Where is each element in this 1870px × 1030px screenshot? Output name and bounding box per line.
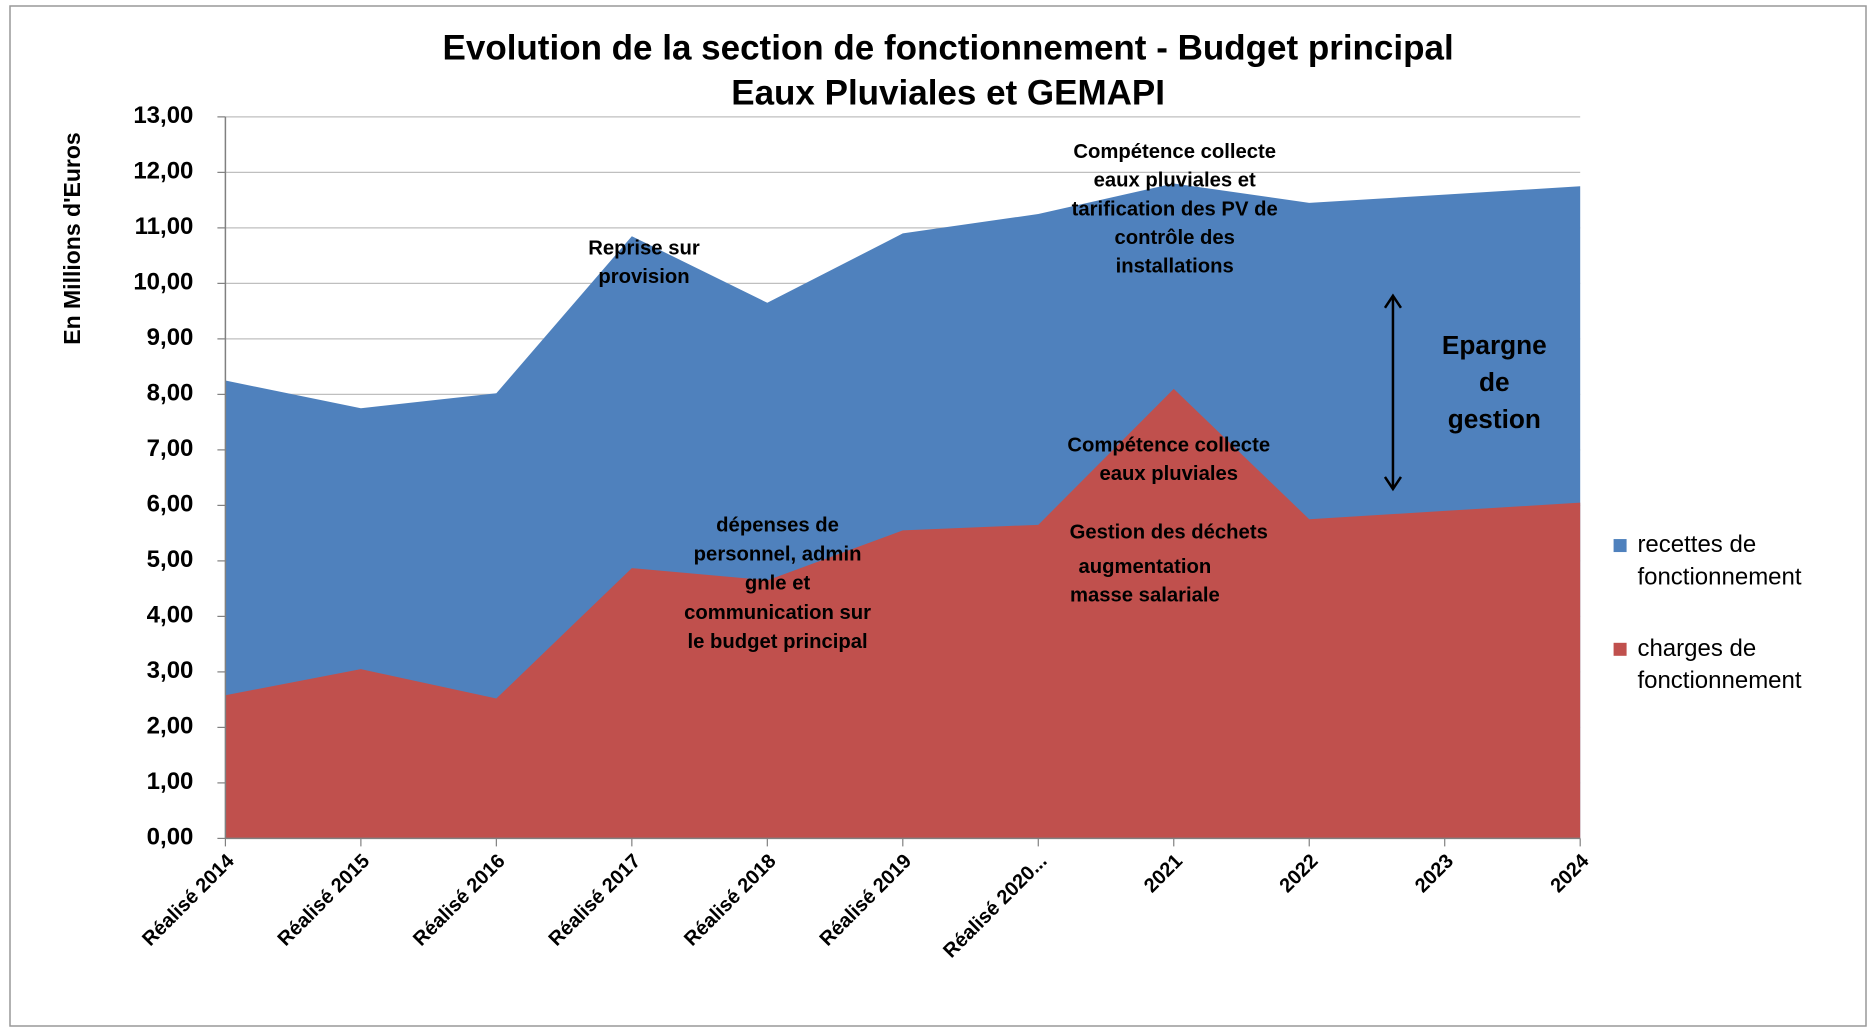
annotation: Epargne (1442, 330, 1547, 360)
y-tick-label: 5,00 (147, 546, 194, 573)
annotation: communication sur (684, 602, 871, 624)
y-tick-label: 10,00 (133, 269, 193, 296)
chart-title: Evolution de la section de fonctionnemen… (443, 28, 1454, 67)
y-tick-label: 6,00 (147, 491, 194, 518)
annotation: masse salariale (1070, 585, 1220, 607)
area (225, 388, 1581, 839)
annotation: provision (598, 266, 689, 288)
y-tick-label: 7,00 (147, 435, 194, 462)
legend-swatch (1613, 642, 1627, 656)
annotation: gnle et (745, 573, 811, 595)
y-tick-label: 0,00 (147, 824, 194, 851)
annotation: Gestion des déchets (1070, 521, 1268, 543)
arrow-head (1383, 293, 1403, 492)
annotation: eaux pluviales et (1094, 170, 1256, 192)
y-tick-label: 2,00 (147, 713, 194, 740)
y-tick-label: 8,00 (147, 380, 194, 407)
annotation: le budget principal (687, 631, 867, 653)
y-tick-label: 1,00 (147, 768, 194, 795)
legend-label: charges de fonctionnement (1637, 635, 1801, 694)
y-tick-label: 12,00 (133, 158, 193, 185)
annotation: de (1479, 367, 1510, 397)
annotation: tarification des PV de (1072, 198, 1278, 220)
y-tick-label: 4,00 (147, 602, 194, 629)
legend-swatch (1613, 539, 1627, 553)
annotation: Compétence collecte (1073, 141, 1276, 163)
y-axis-title: En Millions d'Euros (59, 132, 85, 344)
annotation: Reprise sur (588, 238, 700, 260)
annotation: installations (1116, 256, 1234, 278)
legend-label: recettes de fonctionnement (1637, 532, 1801, 591)
annotation: dépenses de (716, 514, 839, 536)
annotation: Compétence collecte (1067, 434, 1270, 456)
annotation: personnel, admin (694, 544, 862, 566)
y-tick-label: 9,00 (147, 324, 194, 351)
y-tick-label: 13,00 (133, 102, 193, 129)
annotation: contrôle des (1114, 227, 1235, 249)
y-tick-label: 3,00 (147, 657, 194, 684)
y-tick-label: 11,00 (135, 213, 194, 240)
annotation: augmentation (1078, 556, 1211, 578)
annotation: eaux pluviales (1099, 463, 1238, 485)
annotation: gestion (1448, 404, 1541, 434)
chart-title: Eaux Pluviales et GEMAPI (731, 74, 1165, 113)
